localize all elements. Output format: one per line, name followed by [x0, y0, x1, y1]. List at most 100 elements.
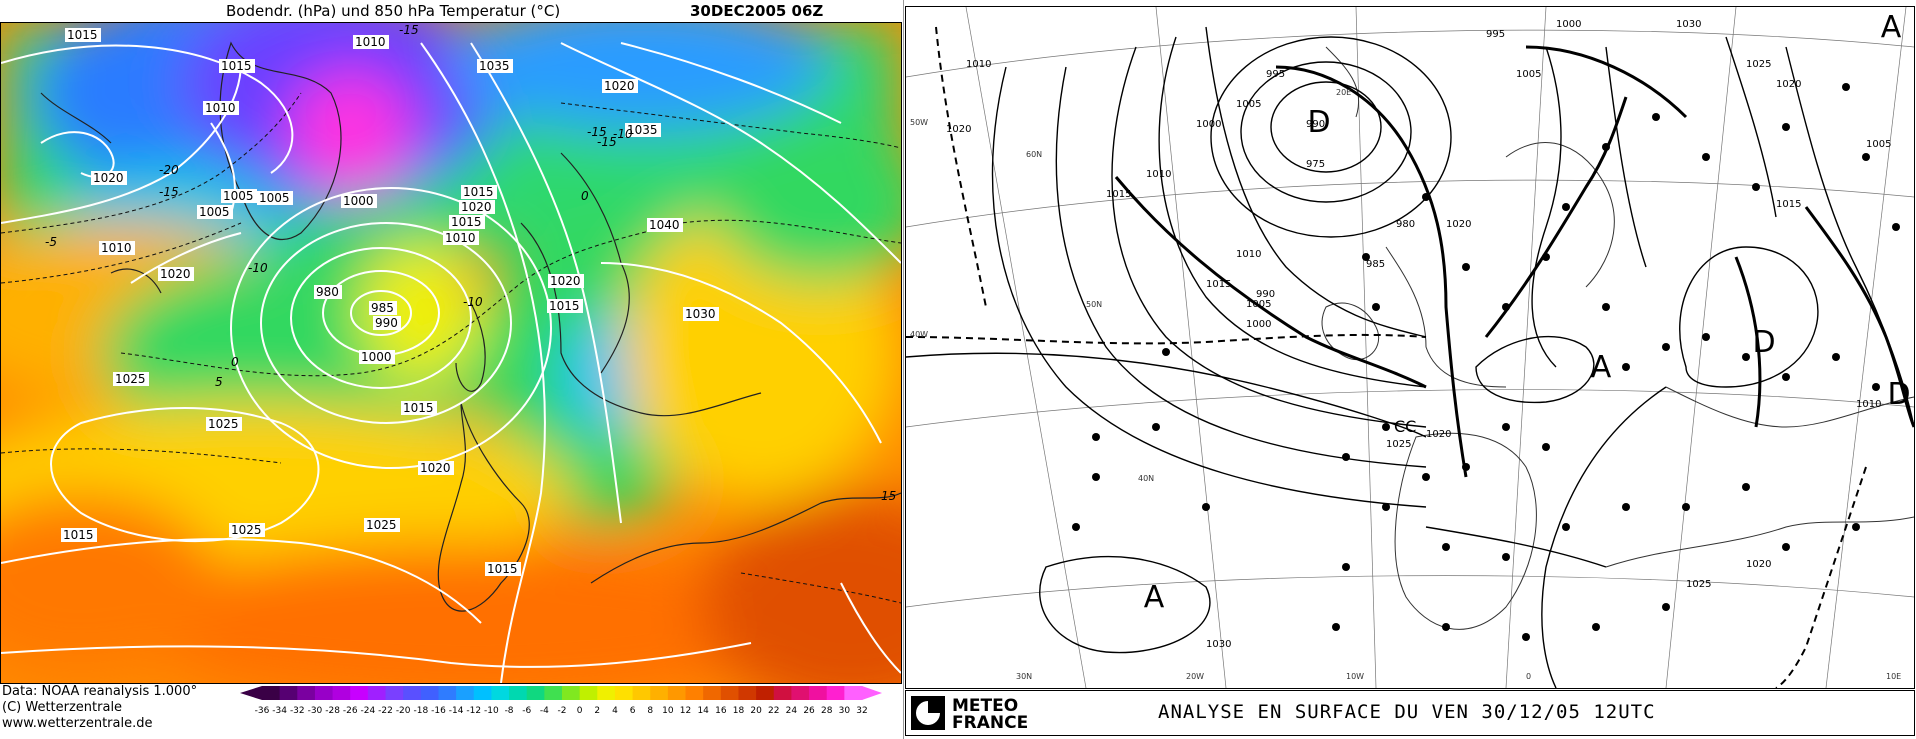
isobar-label: 1020 [946, 124, 971, 135]
colorbar-tick-label: 0 [577, 706, 583, 716]
low-pressure-center: D [1887, 377, 1910, 412]
colorbar-tick-label: -4 [540, 706, 549, 716]
isobar-label: 1030 [1206, 639, 1231, 650]
graticule-label: 20W [1186, 672, 1204, 681]
isotherm-label: 0 [231, 355, 239, 369]
isobar-label: 1000 [1196, 119, 1221, 130]
isobar-label: 975 [1306, 159, 1325, 170]
graticule-label: 0 [1526, 672, 1531, 681]
left-footer: Data: NOAA reanalysis 1.000° (C) Wetterz… [0, 684, 903, 739]
isobar-label: 1020 [1776, 79, 1801, 90]
isobar-label: 1040 [647, 218, 683, 232]
isobar-label: 1000 [359, 350, 395, 364]
isobar-label: 990 [373, 316, 401, 330]
isobar-label: 1025 [1746, 59, 1771, 70]
isobar-label-text: 1015 [451, 215, 482, 229]
colorbar-swatch [403, 686, 422, 700]
isobar-label: 1020 [459, 200, 495, 214]
isobar-label-text: 1005 [199, 205, 230, 219]
temperature-field [1, 23, 901, 683]
temperature-colorbar: -36 -34 -32 -30 -28 -26 -24 -22 -20 -18 -16 -14 -12-… [240, 686, 882, 716]
isobar-label-text: 1015 [487, 562, 518, 576]
colorbar-tick-label: 32 [856, 706, 867, 716]
analysis-caption: ANALYSE EN SURFACE DU VEN 30/12/05 12UTC [1158, 701, 1656, 723]
colorbar-tick-label: -34 [272, 706, 287, 716]
isobar-label-text: 1010 [101, 241, 132, 255]
low-pressure-center: D [1307, 105, 1330, 140]
isobar-label-text: 1040 [649, 218, 680, 232]
colorbar-swatch [491, 686, 510, 700]
isobar-label-text: 985 [371, 301, 394, 315]
isobar-label: 1005 [1866, 139, 1891, 150]
isobar-label-text: 1025 [231, 523, 262, 537]
colorbar-tick-label: 8 [647, 706, 653, 716]
isotherm-label: -10 [248, 261, 268, 275]
isobars [906, 26, 1914, 688]
colorbar-swatch [791, 686, 810, 700]
isobar-label: 1010 [443, 231, 479, 245]
colorbar-swatch [597, 686, 616, 700]
isobar-label: 1015 [449, 215, 485, 229]
isobar-label-text: 1010 [355, 35, 386, 49]
colorbar-swatch [826, 686, 845, 700]
isobar-label-text: 1015 [403, 401, 434, 415]
panel-divider [903, 0, 904, 739]
isobar-label: 1005 [1236, 99, 1261, 110]
colorbar-swatch [473, 686, 492, 700]
isobar-label: 1025 [364, 518, 400, 532]
isobar-label-text: 1015 [221, 59, 252, 73]
graticule-label: 40N [1138, 474, 1154, 483]
isobar-label: 1015 [547, 299, 583, 313]
colorbar-swatch [438, 686, 457, 700]
colorbar-tick-label: 30 [839, 706, 851, 716]
graticule-label: 20E [1336, 88, 1351, 97]
colorbar-swatch [262, 686, 281, 700]
isobar-label: 1015 [401, 401, 437, 415]
colorbar-tick-label: 26 [803, 706, 815, 716]
isobar-label: 1005 [1246, 299, 1271, 310]
colorbar-swatch [279, 686, 298, 700]
isotherm-label: 15 [881, 489, 896, 503]
colorbar-swatch [562, 686, 581, 700]
isobar-label: 1020 [158, 267, 194, 281]
data-source-note: Data: NOAA reanalysis 1.000° [2, 684, 198, 699]
isobar-label: 1010 [1146, 169, 1171, 180]
high-pressure-center: A [1591, 350, 1612, 385]
isobar-label: 1020 [548, 274, 584, 288]
isobar-label-text: 1030 [685, 307, 716, 321]
left-isobar-labels: 1015 1015 1010 1005 1010 1020 1005 1005 1000 1010… [61, 28, 719, 576]
isobar-label-text: 1020 [461, 200, 492, 214]
colorbar-swatch [632, 686, 651, 700]
isobar-label-text: 1025 [208, 417, 239, 431]
graticule-label: 60N [1026, 150, 1042, 159]
isotherm-label: 0 [581, 189, 589, 203]
isobar-label: 1015 [485, 562, 521, 576]
colorbar-swatch [350, 686, 369, 700]
colorbar-swatch [756, 686, 775, 700]
colorbar-tick-label: 22 [768, 706, 779, 716]
colorbar-tick-label: -30 [308, 706, 323, 716]
isobar-label: 995 [1266, 69, 1285, 80]
colorbar-swatch [685, 686, 704, 700]
colorbar-swatch [650, 686, 669, 700]
isobar-label-text: 1005 [223, 189, 254, 203]
colorbar-swatch [526, 686, 545, 700]
colorbar-tick-label: 14 [697, 706, 709, 716]
isobar-label: 1010 [1856, 399, 1881, 410]
isobar-label: 980 [1396, 219, 1415, 230]
left-panel: Bodendr. (hPa) und 850 hPa Temperatur (°… [0, 0, 903, 739]
isobar-label: 1010 [99, 241, 135, 255]
isobar-label-text: 1015 [549, 299, 580, 313]
isobar-label: 985 [1366, 259, 1385, 270]
isobar-label-text: 1015 [67, 28, 98, 42]
isotherm-label: -10 [463, 295, 483, 309]
isobar-label: 985 [369, 301, 397, 315]
isotherm-label: -15 [587, 125, 607, 139]
graticule-label: 30N [1016, 672, 1032, 681]
isotherm-label: 5 [215, 375, 223, 389]
colorbar-tick-label: -16 [431, 706, 446, 716]
right-isobar-labels: 1010 1020 1015 1010 1005 1000 995 990 985 980 975 9… [946, 19, 1891, 650]
isobar-label-text: 1000 [361, 350, 392, 364]
colorbar-tick-label: -2 [558, 706, 567, 716]
isotherm-label: -5 [45, 235, 57, 249]
